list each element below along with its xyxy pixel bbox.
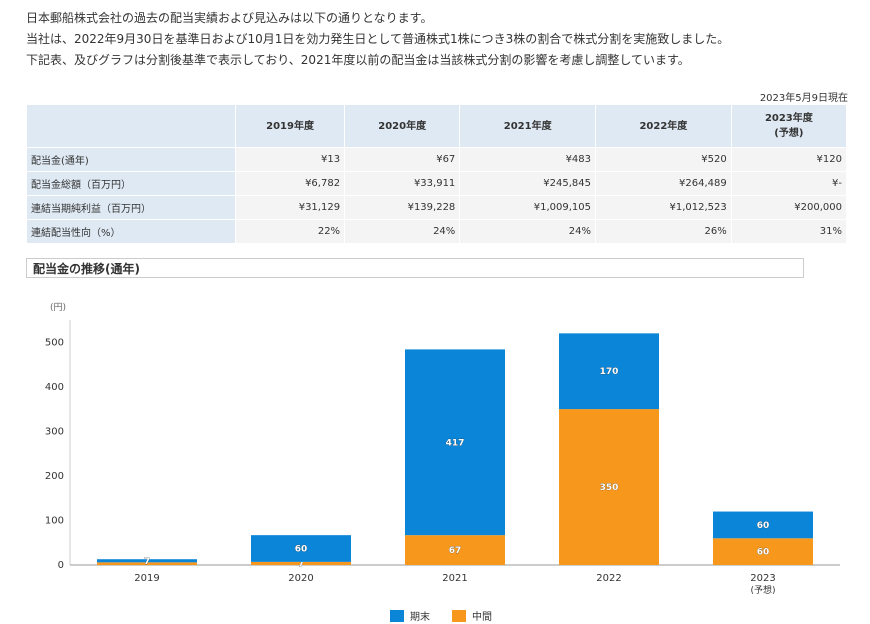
table-cell: 26%: [595, 219, 732, 244]
bar-data-label: 350: [600, 483, 619, 493]
table-cell: ¥139,228: [344, 195, 461, 220]
intro-line-1: 日本郵船株式会社の過去の配当実績および見込みは以下の通りとなります。: [26, 11, 433, 25]
as-of-date: 2023年5月9日現在: [759, 93, 848, 104]
bar-year-end: [251, 535, 351, 562]
intro-line-3: 下記表、及びグラフは分割後基準で表示しており、2021年度以前の配当金は当該株式…: [26, 53, 690, 67]
row-label: 連結配当性向（%）: [26, 219, 236, 244]
table-row: 配当金(通年) ¥13 ¥67 ¥483 ¥520 ¥120: [26, 147, 848, 172]
table-corner: [26, 104, 236, 148]
table-cell: ¥520: [595, 147, 732, 172]
col-2023-sublabel: (予想): [774, 128, 804, 139]
col-2023-label: 2023年度: [764, 113, 813, 124]
bar-year-end: [713, 511, 813, 539]
bar-data-label: 417: [446, 438, 465, 448]
y-tick-label: 0: [58, 560, 64, 571]
bar-data-label: 60: [757, 548, 770, 558]
bar-interim: [97, 562, 197, 565]
table-row: 連結配当性向（%） 22% 24% 24% 26% 31%: [26, 219, 848, 244]
legend-swatch: [452, 610, 466, 622]
table-cell: 31%: [730, 219, 848, 244]
col-2021: 2021年度: [459, 104, 597, 148]
x-tick-sublabel: (予想): [750, 584, 775, 596]
table-cell: ¥1,012,523: [595, 195, 732, 220]
y-tick-label: 300: [45, 426, 64, 437]
table-cell: ¥200,000: [730, 195, 848, 220]
legend-swatch: [390, 610, 404, 622]
table-cell: ¥31,129: [234, 195, 346, 220]
bar-data-label: 60: [757, 521, 770, 531]
y-tick-label: 100: [45, 515, 64, 526]
bar-year-end: [405, 349, 505, 536]
table-row: 配当金総額（百万円） ¥6,782 ¥33,911 ¥245,845 ¥264,…: [26, 171, 848, 196]
table-cell: ¥264,489: [595, 171, 732, 196]
row-label: 連結当期純利益（百万円）: [26, 195, 236, 220]
table-cell: 22%: [234, 219, 346, 244]
row-label: 配当金総額（百万円）: [26, 171, 236, 196]
table-header-row: 2019年度 2020年度 2021年度 2022年度 2023年度 (予想): [26, 104, 848, 148]
y-tick-label: 200: [45, 471, 64, 482]
table-cell: ¥33,911: [344, 171, 461, 196]
table-cell: ¥67: [344, 147, 461, 172]
x-tick-label: 2021: [442, 573, 467, 584]
intro-text: 日本郵船株式会社の過去の配当実績および見込みは以下の通りとなります。 当社は、2…: [26, 8, 729, 71]
table-cell: ¥483: [459, 147, 597, 172]
bar-data-label: 67: [449, 546, 462, 556]
table-cell: 24%: [459, 219, 597, 244]
bar-year-end: [559, 333, 659, 410]
col-2023: 2023年度 (予想): [730, 104, 848, 148]
legend-label: 期末: [410, 610, 430, 623]
table-cell: ¥120: [730, 147, 848, 172]
col-2019: 2019年度: [234, 104, 346, 148]
table-cell: ¥-: [730, 171, 848, 196]
x-tick-label: 2022: [596, 573, 621, 584]
y-tick-label: 400: [45, 382, 64, 393]
bar-interim: [251, 561, 351, 565]
legend-label: 中間: [472, 610, 492, 623]
row-label: 配当金(通年): [26, 147, 236, 172]
col-2020: 2020年度: [344, 104, 461, 148]
x-tick-label: 2023: [750, 573, 775, 584]
bar-data-label: 7: [144, 557, 150, 567]
table-cell: ¥245,845: [459, 171, 597, 196]
bar-interim: [713, 538, 813, 565]
table-cell: ¥6,782: [234, 171, 346, 196]
table-row: 連結当期純利益（百万円） ¥31,129 ¥139,228 ¥1,009,105…: [26, 195, 848, 220]
table-cell: ¥13: [234, 147, 346, 172]
table-cell: 24%: [344, 219, 461, 244]
bar-data-label: 7: [298, 559, 304, 569]
intro-line-2: 当社は、2022年9月30日を基準日および10月1日を効力発生日として普通株式1…: [26, 32, 730, 46]
col-2022: 2022年度: [595, 104, 732, 148]
y-axis-label: (円): [50, 302, 66, 313]
bar-data-label: 170: [600, 367, 619, 377]
y-tick-label: 500: [45, 337, 64, 348]
x-tick-label: 2019: [134, 573, 159, 584]
x-tick-label: 2020: [288, 573, 313, 584]
bar-interim: [559, 409, 659, 565]
dividend-table: 2019年度 2020年度 2021年度 2022年度 2023年度 (予想) 配…: [26, 104, 848, 244]
chart-title: 配当金の推移(通年): [26, 258, 804, 278]
bar-data-label: 60: [295, 545, 308, 555]
dividend-chart: (円) 0 100 200 300 400 500 7 2019 7 60 2020 67 417 2021…: [45, 302, 840, 623]
bar-year-end: [97, 559, 197, 563]
bar-interim: [405, 535, 505, 565]
table-cell: ¥1,009,105: [459, 195, 597, 220]
